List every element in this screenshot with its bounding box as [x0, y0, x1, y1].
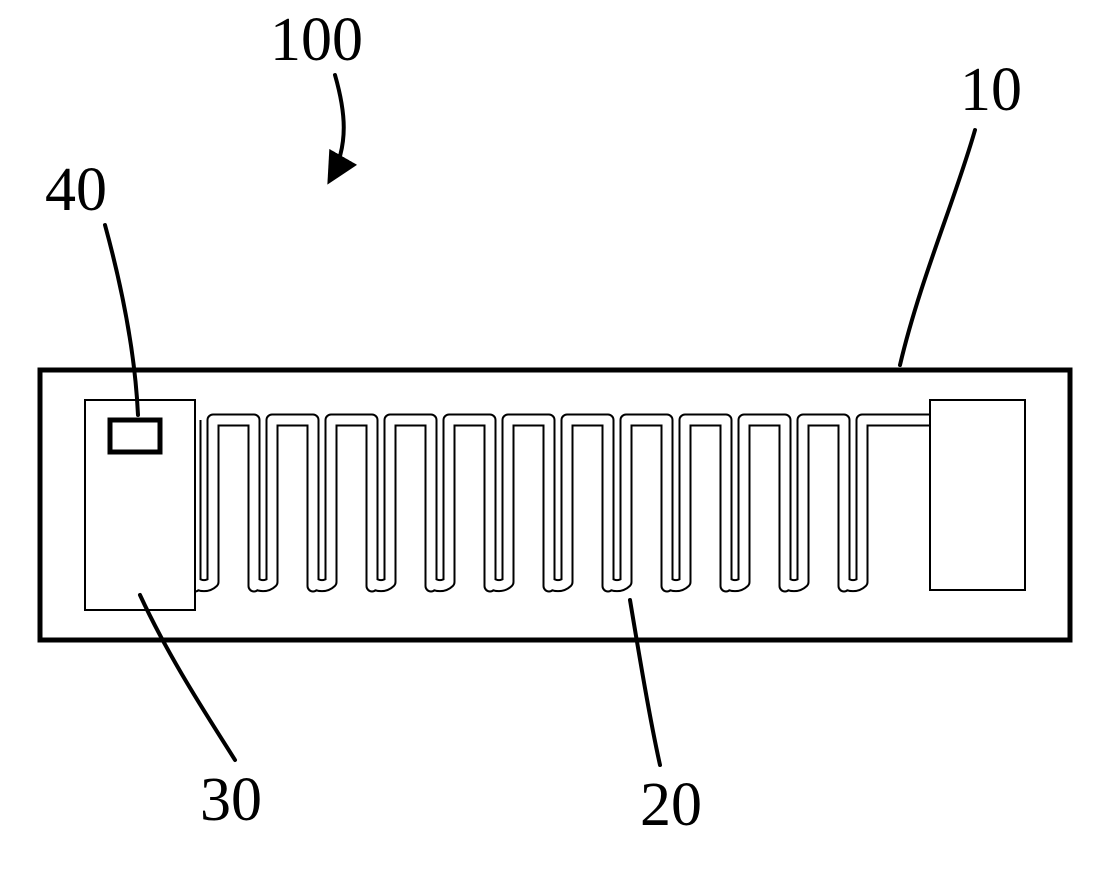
pointer-p10: [900, 130, 975, 365]
label-30: 30: [200, 766, 262, 834]
label-20: 20: [640, 771, 702, 839]
label-40: 40: [45, 156, 107, 224]
pointer-p20: [630, 600, 660, 765]
pointer-p40: [105, 225, 138, 415]
label-100: 100: [270, 6, 363, 74]
left-terminal-top: [85, 400, 195, 610]
right-terminal-top: [930, 400, 1025, 590]
label-10: 10: [960, 56, 1022, 124]
pointer-p30: [140, 595, 235, 760]
serpentine-inner: [195, 420, 930, 586]
pointer-p100: [330, 75, 344, 180]
